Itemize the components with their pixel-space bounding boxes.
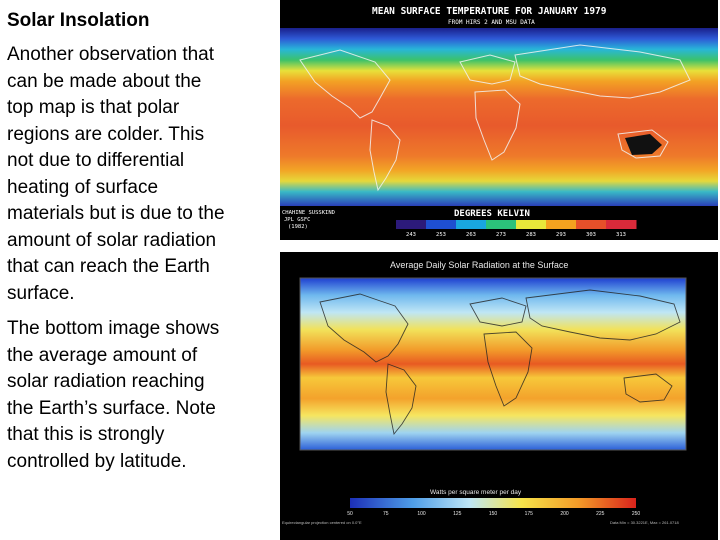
temperature-scale-segment	[546, 220, 577, 229]
temperature-scale-tick: 263	[466, 232, 476, 238]
temperature-scale-tick: 303	[586, 232, 596, 238]
solar-map-footer-left: Equirectangular projection centered on 0…	[282, 520, 362, 525]
temperature-map-credit-1: CHAHINE SUSSKIND	[282, 210, 335, 216]
temperature-scale-tick: 313	[616, 232, 626, 238]
solar-scale-tick: 50	[347, 511, 353, 517]
temperature-scale-segment	[456, 220, 487, 229]
temperature-color-scale: 243 253 263 273 283 293 303 313	[396, 220, 637, 238]
solar-scale-tick: 125	[453, 511, 462, 517]
solar-map-title: Average Daily Solar Radiation at the Sur…	[390, 260, 568, 270]
solar-scale-tick: 75	[383, 511, 389, 517]
solar-radiation-map-graphic: Average Daily Solar Radiation at the Sur…	[282, 260, 687, 525]
solar-color-scale	[350, 498, 636, 508]
temperature-map-graphic: MEAN SURFACE TEMPERATURE FOR JANUARY 197…	[280, 6, 718, 240]
temperature-scale-tick: 293	[556, 232, 566, 238]
solar-map-footer-right: Data Min = 30.3221E, Max = 261.0718	[610, 520, 679, 525]
temperature-scale-segment	[396, 220, 427, 229]
temperature-scale-tick: 253	[436, 232, 446, 238]
temperature-map-subtitle: FROM HIRS 2 AND MSU DATA	[448, 19, 535, 26]
temperature-scale-segment	[516, 220, 547, 229]
slide-title: Solar Insolation	[7, 10, 150, 31]
temperature-map-credit-2: JPL GSFC	[284, 217, 311, 223]
paragraph-radiation: The bottom image shows the average amoun…	[7, 318, 220, 472]
solar-radiation-map-image: Average Daily Solar Radiation at the Sur…	[280, 252, 718, 540]
temperature-scale-segment	[606, 220, 637, 229]
temperature-scale-tick: 283	[526, 232, 536, 238]
temperature-scale-segment	[426, 220, 457, 229]
temperature-map-image: MEAN SURFACE TEMPERATURE FOR JANUARY 197…	[280, 0, 718, 240]
paragraph-temperature: Another observation that can be made abo…	[7, 44, 225, 304]
temperature-map-credit-3: (1982)	[288, 224, 308, 230]
temperature-scale-tick: 243	[406, 232, 416, 238]
solar-scale-tick: 225	[596, 511, 605, 517]
solar-scale-ticks: 50 75 100 125 150 175 200 225 250	[347, 511, 640, 517]
solar-scale-tick: 175	[525, 511, 534, 517]
temperature-scale-unit: DEGREES KELVIN	[454, 209, 530, 219]
solar-scale-tick: 100	[417, 511, 426, 517]
temperature-scale-segment	[486, 220, 517, 229]
solar-scale-tick: 200	[560, 511, 569, 517]
solar-scale-tick: 250	[632, 511, 641, 517]
solar-scale-tick: 150	[489, 511, 498, 517]
temperature-scale-tick: 273	[496, 232, 506, 238]
solar-scale-unit: Watts per square meter per day	[430, 489, 522, 496]
temperature-scale-segment	[576, 220, 607, 229]
temperature-map-title: MEAN SURFACE TEMPERATURE FOR JANUARY 197…	[372, 6, 607, 17]
